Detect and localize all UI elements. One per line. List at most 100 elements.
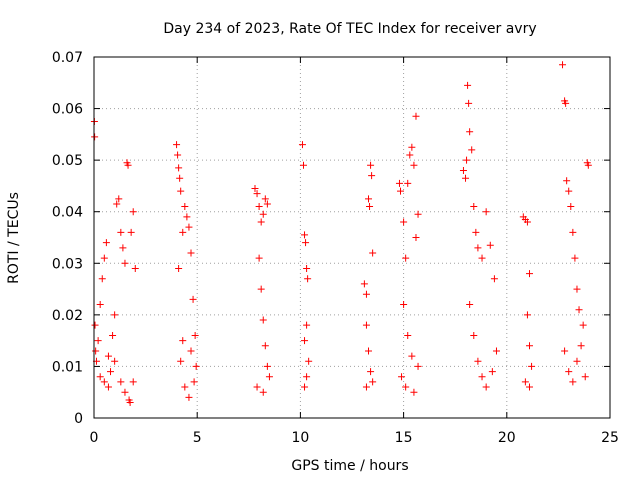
y-tick-label: 0.03 — [52, 256, 83, 272]
data-point — [259, 210, 267, 218]
data-point — [526, 383, 534, 391]
data-point — [360, 280, 368, 288]
y-tick-labels: 0 0.01 0.02 0.03 0.04 0.05 0.06 0.07 — [52, 50, 83, 427]
y-tick-label: 0.02 — [52, 308, 83, 324]
data-point — [261, 342, 269, 350]
y-tick-label: 0.04 — [52, 205, 83, 221]
data-point — [303, 264, 311, 272]
data-point — [470, 331, 478, 339]
data-point — [400, 218, 408, 226]
data-point — [463, 156, 471, 164]
data-point — [117, 378, 125, 386]
data-point — [183, 213, 191, 221]
data-point — [400, 301, 408, 309]
data-point — [117, 228, 125, 236]
data-point — [190, 378, 198, 386]
data-point — [251, 185, 259, 193]
plot-frame — [93, 56, 611, 419]
data-point — [265, 373, 273, 381]
data-point — [573, 357, 581, 365]
data-point — [523, 218, 531, 226]
data-point — [96, 373, 104, 381]
x-tick-labels: 0 5 10 15 20 25 — [90, 430, 619, 446]
x-tick-label: 0 — [90, 430, 99, 446]
data-point — [563, 177, 571, 185]
y-tick-label: 0.05 — [52, 153, 83, 169]
y-tick-label: 0.07 — [52, 50, 83, 66]
data-point — [255, 203, 263, 211]
data-point — [470, 203, 478, 211]
data-point — [257, 218, 265, 226]
data-point — [301, 337, 309, 345]
data-point — [301, 231, 309, 239]
data-point — [113, 200, 121, 208]
data-point — [253, 383, 261, 391]
data-point — [115, 195, 123, 203]
y-tick-label: 0.01 — [52, 359, 83, 375]
data-point — [126, 399, 134, 407]
data-point — [523, 311, 531, 319]
data-point — [263, 200, 271, 208]
data-point — [412, 234, 420, 241]
data-point — [187, 347, 195, 355]
data-point — [368, 172, 376, 180]
data-point — [569, 228, 577, 236]
data-point — [98, 275, 106, 283]
data-point — [175, 264, 183, 272]
data-point — [303, 373, 311, 381]
data-point — [488, 368, 496, 376]
data-point — [173, 141, 181, 149]
data-point — [181, 203, 189, 211]
data-point — [305, 357, 313, 365]
data-point — [179, 228, 187, 236]
data-point — [408, 143, 416, 151]
data-point — [573, 285, 581, 293]
data-point — [526, 270, 534, 278]
data-point — [104, 383, 112, 391]
data-point — [176, 174, 184, 182]
data-point — [175, 164, 183, 172]
data-point — [192, 362, 200, 370]
data-point — [92, 347, 100, 355]
data-point — [177, 357, 185, 365]
data-point — [577, 342, 585, 350]
x-tick-label: 25 — [601, 430, 619, 446]
data-point — [579, 321, 587, 329]
data-point — [185, 223, 193, 231]
data-point — [472, 228, 480, 236]
data-point — [302, 239, 310, 247]
data-point — [567, 203, 575, 211]
data-point — [121, 259, 129, 267]
data-point — [109, 331, 117, 339]
data-point — [179, 337, 187, 345]
data-point — [181, 383, 189, 391]
data-point — [100, 254, 108, 262]
data-point — [104, 352, 112, 360]
data-point — [410, 161, 418, 169]
data-point — [365, 347, 373, 355]
x-tick-label: 15 — [395, 430, 413, 446]
data-point — [569, 378, 577, 386]
data-point — [107, 368, 115, 376]
y-tick-label: 0.06 — [52, 102, 83, 118]
data-point — [465, 99, 473, 107]
data-point — [404, 331, 412, 339]
data-point — [257, 285, 265, 293]
data-point — [414, 362, 422, 370]
data-point — [414, 210, 422, 218]
data-point — [191, 331, 199, 339]
data-point — [561, 347, 569, 355]
data-point — [462, 174, 470, 182]
data-point — [526, 342, 534, 350]
data-point — [565, 187, 573, 195]
data-point — [528, 362, 536, 370]
data-point — [301, 383, 309, 391]
data-point — [559, 61, 567, 69]
x-tick-label: 10 — [291, 430, 309, 446]
data-point — [478, 254, 486, 262]
data-point — [185, 393, 193, 401]
data-point — [406, 151, 414, 159]
data-point — [395, 179, 403, 187]
